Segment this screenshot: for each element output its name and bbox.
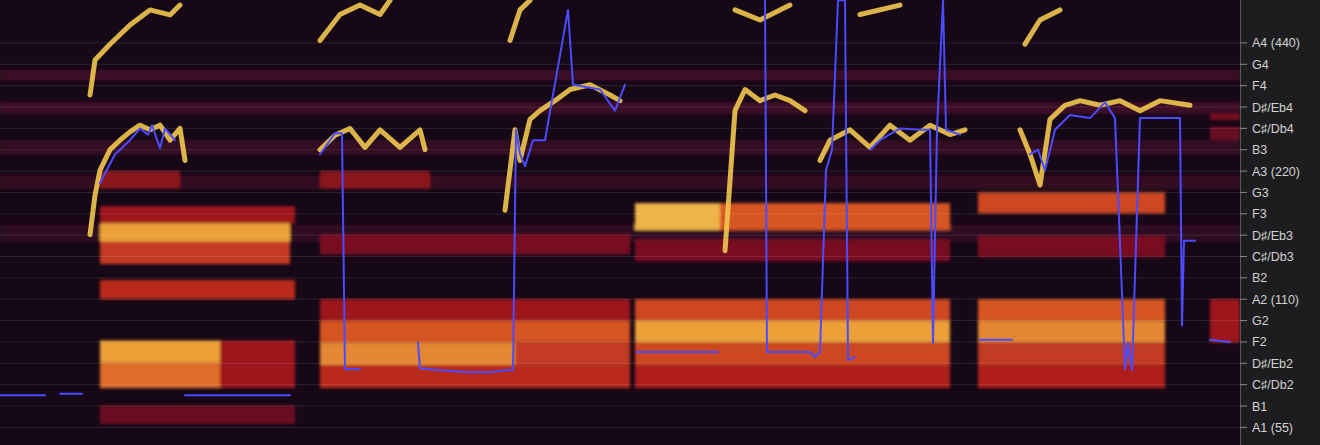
y-tick-label: A4 (440) (1252, 36, 1300, 50)
y-tick-label: C♯/Db4 (1252, 122, 1294, 136)
heatmap-cell (635, 203, 720, 230)
y-tick-label: F2 (1252, 335, 1267, 349)
y-tick (1240, 128, 1247, 129)
heatmap-cell (978, 299, 1165, 320)
y-tick-label: G2 (1252, 314, 1269, 328)
y-tick-label: D♯/Eb2 (1252, 357, 1293, 371)
grid-line (0, 149, 1240, 150)
heatmap-cell (1210, 114, 1240, 120)
y-tick (1240, 85, 1247, 86)
heatmap-cell (320, 321, 630, 343)
heatmap-cell (100, 242, 290, 264)
grid-line (0, 42, 1240, 43)
y-tick-label: C♯/Db3 (1252, 250, 1294, 264)
y-tick (1240, 107, 1247, 108)
grid-line (0, 85, 1240, 86)
y-tick-label: A2 (110) (1252, 293, 1299, 307)
heatmap-cell (0, 175, 1240, 188)
grid-line (0, 384, 1240, 385)
y-axis: A1 (55) B1 C♯/Db2 D♯/Eb2 F2 G2 A2 (110) B2 C♯/Db… (1240, 0, 1300, 445)
grid-line (0, 363, 1240, 364)
y-tick-label: F3 (1252, 207, 1267, 221)
grid-line (0, 192, 1240, 193)
y-tick (1240, 42, 1247, 43)
y-tick (1240, 427, 1247, 428)
heatmap-cell (100, 405, 295, 424)
heatmap-cell (635, 239, 950, 261)
y-tick-label: B2 (1252, 271, 1267, 285)
heatmap-cell (320, 299, 630, 320)
heatmap-cell (720, 203, 950, 230)
y-tick (1240, 406, 1247, 407)
y-tick-label: A1 (55) (1252, 421, 1293, 435)
y-tick-label: B3 (1252, 143, 1267, 157)
plot-area (0, 0, 1240, 427)
plot-background (0, 0, 1240, 445)
heatmap-cell (635, 343, 950, 366)
grid-line (0, 107, 1240, 108)
pitch-line (0, 0, 1230, 395)
y-tick-label: G3 (1252, 186, 1269, 200)
heatmap-cell (0, 70, 1240, 80)
y-tick-label: D♯/Eb4 (1252, 101, 1293, 115)
heatmap-cell (635, 321, 950, 343)
y-tick (1240, 213, 1247, 214)
grid-line (0, 128, 1240, 129)
y-tick-label: C♯/Db2 (1252, 378, 1294, 392)
y-tick-label: D♯/Eb3 (1252, 229, 1293, 243)
y-tick (1240, 341, 1247, 342)
y-tick (1240, 235, 1247, 236)
y-tick (1240, 363, 1247, 364)
heatmap-cell (320, 235, 630, 255)
y-tick (1240, 277, 1247, 278)
y-tick (1240, 192, 1247, 193)
y-tick-label: B1 (1252, 400, 1267, 414)
heatmap-cell (515, 343, 630, 366)
y-tick (1240, 64, 1247, 65)
grid-line (0, 406, 1240, 407)
heatmap-cell (100, 206, 295, 223)
grid-line (0, 341, 1240, 342)
grid-line (0, 64, 1240, 65)
spectrogram-chart: A1 (55) B1 C♯/Db2 D♯/Eb2 F2 G2 A2 (110) B2 C♯/Db… (0, 0, 1320, 445)
grid-line (0, 277, 1240, 278)
heatmap-cell (978, 343, 1165, 366)
heatmap-cell (220, 340, 295, 388)
y-tick-label: G4 (1252, 58, 1269, 72)
y-tick (1240, 256, 1247, 257)
grid-line (0, 171, 1240, 172)
heatmap-cell (100, 223, 290, 242)
grid-line (0, 213, 1240, 214)
heatmap-cell (100, 340, 220, 362)
y-tick (1240, 320, 1247, 321)
grid-line (0, 299, 1240, 300)
y-tick (1240, 149, 1247, 150)
y-axis-line (1240, 0, 1241, 445)
heatmap-cell (0, 102, 1240, 114)
grid-line (0, 235, 1240, 236)
axis-panel (1240, 0, 1320, 445)
y-tick (1240, 384, 1247, 385)
heatmap-cell (635, 299, 950, 320)
y-tick-label: A3 (220) (1252, 165, 1300, 179)
heatmap-cell (320, 171, 430, 189)
heatmap-cell (100, 280, 295, 299)
y-tick (1240, 299, 1247, 300)
heatmap-cell (100, 171, 180, 189)
harmonic-line (90, 0, 1190, 250)
grid-line (0, 427, 1240, 428)
y-tick-label: F4 (1252, 79, 1267, 93)
y-tick (1240, 171, 1247, 172)
grid-line (0, 256, 1240, 257)
heatmap-cells (0, 70, 1240, 424)
grid-line (0, 320, 1240, 321)
